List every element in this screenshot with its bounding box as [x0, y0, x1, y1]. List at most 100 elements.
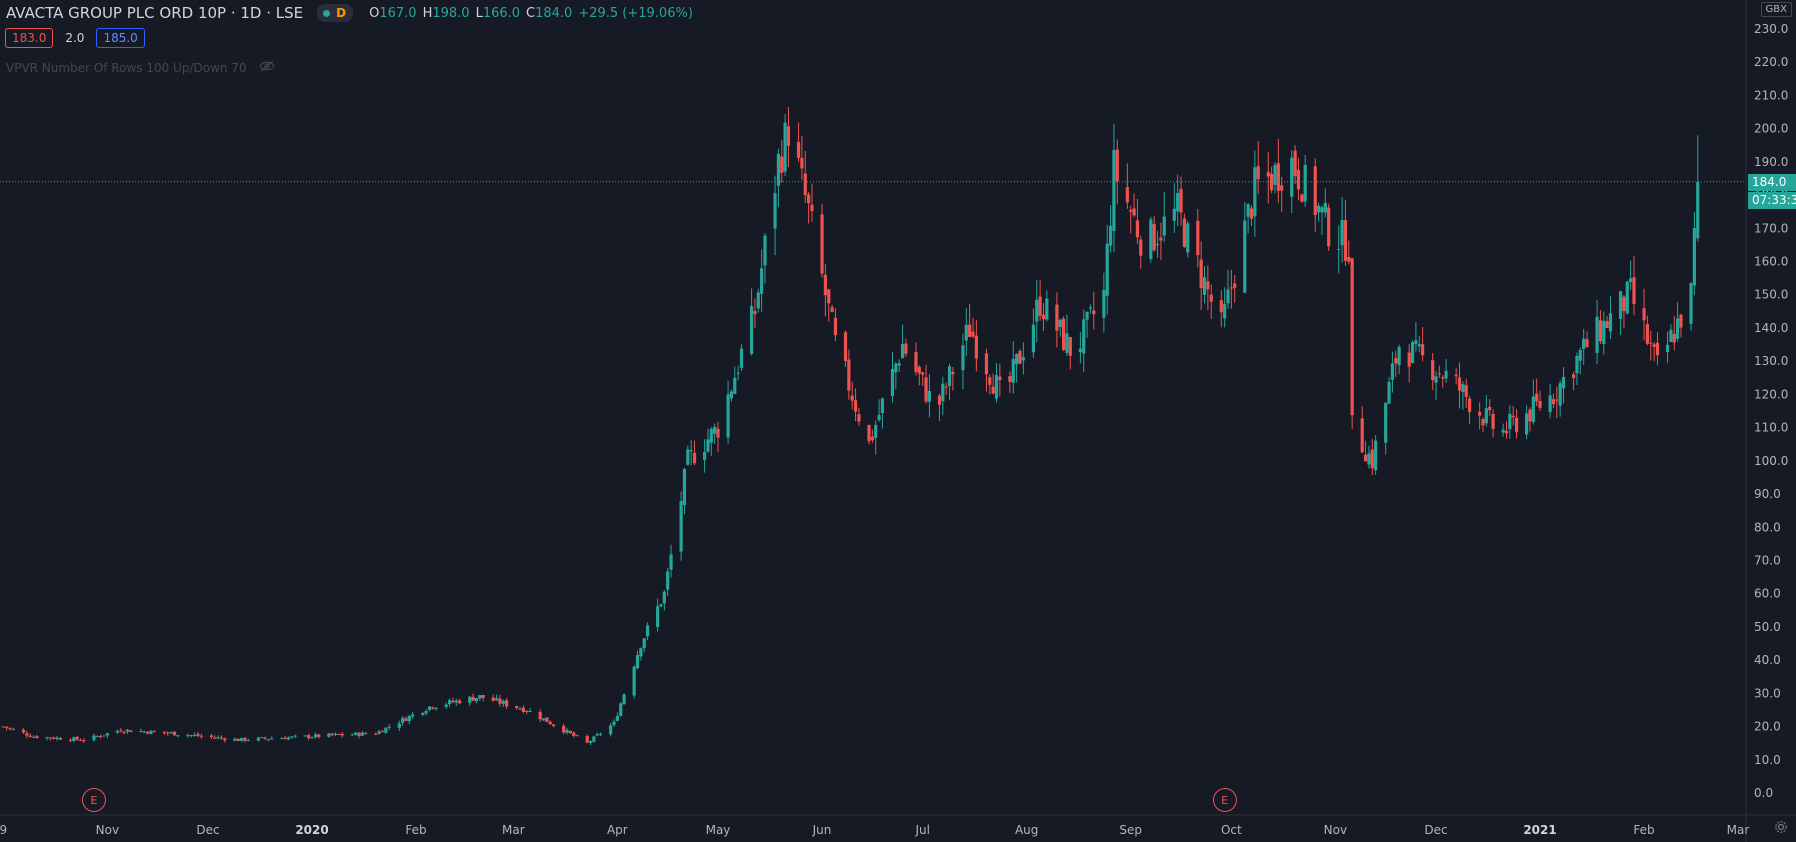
- candle-body: [330, 733, 334, 736]
- candle-body: [639, 648, 643, 657]
- candle-body: [1548, 395, 1552, 413]
- y-tick-label: 110.0: [1754, 421, 1788, 435]
- candle-body: [1196, 220, 1200, 256]
- candle-body: [1491, 413, 1495, 429]
- candle-body: [803, 173, 807, 196]
- candle-body: [1672, 333, 1676, 343]
- earnings-marker[interactable]: E: [1212, 788, 1237, 812]
- ask-button[interactable]: 185.0: [96, 28, 145, 48]
- bid-button[interactable]: 183.0: [5, 28, 54, 48]
- candle-body: [421, 712, 425, 715]
- close-value: 184.0: [535, 5, 573, 21]
- y-tick-label: 80.0: [1754, 520, 1781, 534]
- candle-body: [1464, 385, 1468, 397]
- candle-body: [1595, 316, 1599, 353]
- candle-body: [904, 343, 908, 354]
- candle-body: [1410, 342, 1415, 364]
- candle-body: [1374, 440, 1378, 471]
- candle-body: [800, 157, 804, 169]
- candle-body: [914, 352, 918, 372]
- candle-body: [434, 707, 438, 709]
- candle-body: [1045, 298, 1049, 320]
- candle-body: [384, 727, 388, 733]
- x-tick-label: Dec: [1424, 823, 1447, 837]
- candle-body: [458, 700, 462, 704]
- currency-badge[interactable]: GBX: [1760, 2, 1792, 17]
- candle-body: [374, 733, 378, 735]
- candle-body: [1206, 281, 1210, 290]
- candle-body: [548, 721, 552, 725]
- candle-body: [166, 732, 170, 734]
- candle-body: [1088, 307, 1093, 309]
- y-tick-label: 90.0: [1754, 487, 1781, 501]
- candle-body: [716, 428, 720, 438]
- candle-body: [1219, 300, 1223, 313]
- candle-body: [1172, 208, 1176, 221]
- candle-body: [971, 331, 975, 337]
- candle-body: [193, 734, 197, 736]
- indicator-legend[interactable]: VPVR Number Of Rows 100 Up/Down 70: [6, 60, 275, 75]
- candle-body: [1139, 239, 1143, 256]
- candle-body: [1555, 399, 1559, 401]
- candle-body: [1394, 358, 1398, 364]
- x-tick-label: 2020: [295, 823, 328, 837]
- candle-body: [612, 721, 616, 725]
- candle-body: [246, 740, 250, 742]
- candle-body: [830, 307, 834, 313]
- candle-body: [122, 732, 126, 734]
- candle-body: [1021, 357, 1025, 361]
- candle-body: [656, 606, 660, 628]
- candle-body: [1444, 370, 1448, 379]
- candle-body: [1058, 319, 1062, 327]
- eye-off-icon[interactable]: [258, 60, 275, 75]
- candle-body: [521, 707, 526, 713]
- candle-body: [327, 733, 331, 737]
- symbol-title[interactable]: AVACTA GROUP PLC ORD 10P · 1D · LSE: [6, 4, 304, 22]
- market-status-badge[interactable]: D: [317, 4, 354, 22]
- gear-icon[interactable]: [1774, 820, 1788, 834]
- candle-body: [280, 738, 284, 740]
- y-tick-label: 60.0: [1754, 587, 1781, 601]
- open-value: 167.0: [379, 5, 417, 21]
- x-tick-label: Nov: [96, 823, 119, 837]
- candle-body: [263, 737, 267, 739]
- low-value: 166.0: [482, 5, 521, 21]
- candle-body: [1038, 296, 1042, 316]
- candle-body: [525, 711, 529, 713]
- candle-body: [572, 732, 576, 736]
- candle-body: [196, 734, 200, 737]
- candle-body: [706, 439, 710, 452]
- candle-body: [1608, 313, 1613, 332]
- candle-body: [1303, 165, 1307, 202]
- candle-body: [702, 451, 707, 461]
- candle-body: [333, 733, 338, 735]
- candle-body: [1461, 384, 1465, 393]
- candle-body: [763, 235, 767, 266]
- candle-body: [1407, 352, 1411, 367]
- candle-body: [1125, 187, 1129, 203]
- candle-body: [1625, 281, 1629, 314]
- last-price-label: 184.0: [1748, 173, 1796, 191]
- candle-body: [45, 737, 49, 739]
- earnings-marker[interactable]: E: [81, 788, 106, 812]
- candle-body: [233, 738, 237, 741]
- candle-body: [1202, 277, 1207, 295]
- candle-body: [518, 708, 522, 710]
- candle-body: [1226, 289, 1230, 304]
- candle-body: [847, 359, 851, 391]
- candle-body: [682, 469, 687, 506]
- candle-body: [491, 697, 495, 701]
- market-open-dot-icon: [323, 9, 331, 17]
- candle-body: [387, 726, 391, 728]
- candle-body: [515, 706, 519, 709]
- candle-body: [541, 718, 546, 721]
- candle-body: [223, 738, 227, 741]
- y-tick-label: 170.0: [1754, 221, 1788, 235]
- candle-body: [213, 737, 217, 739]
- candle-body: [25, 733, 29, 736]
- candle-body: [528, 711, 532, 713]
- candle-body: [427, 706, 432, 710]
- candle-body: [568, 730, 572, 734]
- candle-body: [481, 694, 485, 699]
